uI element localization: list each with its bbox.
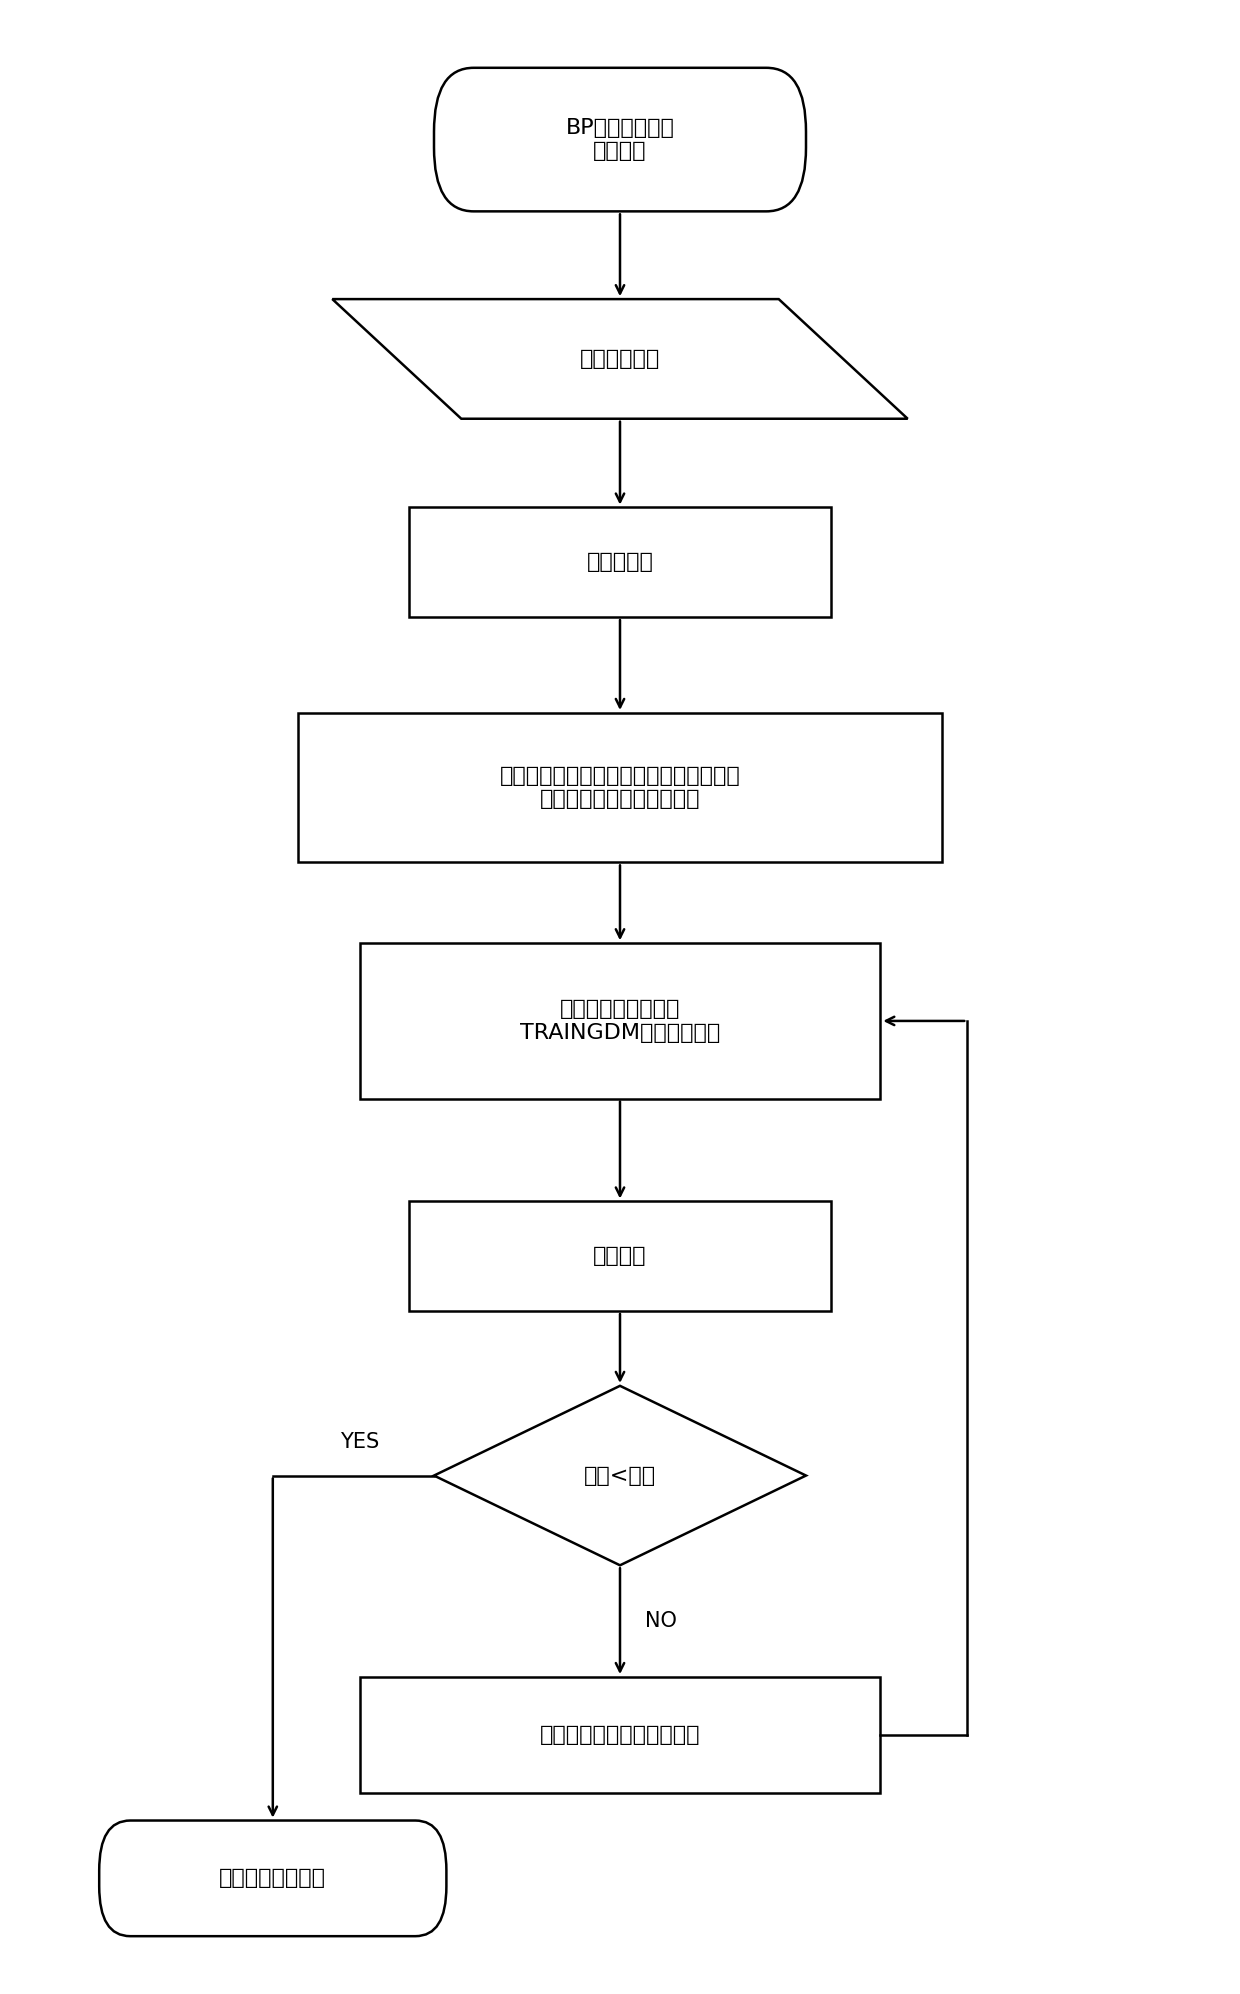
Text: YES: YES [340, 1432, 379, 1452]
Bar [360, 1677, 880, 1793]
Bar [409, 1200, 831, 1312]
Bar [298, 714, 942, 863]
Text: NO: NO [645, 1611, 677, 1631]
Text: 归一化处理: 归一化处理 [587, 552, 653, 572]
Text: 输出结果（结束）: 输出结果（结束） [219, 1868, 326, 1888]
Text: 原始数据输入: 原始数据输入 [580, 349, 660, 369]
Text: 计算误差: 计算误差 [593, 1246, 647, 1266]
Bar [409, 508, 831, 618]
Text: 修正权値和阈値等各类参数: 修正权値和阈値等各类参数 [539, 1725, 701, 1745]
Polygon shape [434, 1386, 806, 1565]
Text: 建立训练网络，调用
TRAINGDM函数进行训练: 建立训练网络，调用 TRAINGDM函数进行训练 [520, 999, 720, 1043]
Text: BP神经网络建模
（开始）: BP神经网络建模 （开始） [565, 118, 675, 162]
Bar [360, 943, 880, 1099]
Text: 误差<精度: 误差<精度 [584, 1466, 656, 1486]
FancyBboxPatch shape [99, 1821, 446, 1936]
Text: 参数初始化：初始学习速率、动量因子、
最大训练次数、精度要求等: 参数初始化：初始学习速率、动量因子、 最大训练次数、精度要求等 [500, 766, 740, 810]
Polygon shape [332, 299, 908, 419]
FancyBboxPatch shape [434, 68, 806, 211]
